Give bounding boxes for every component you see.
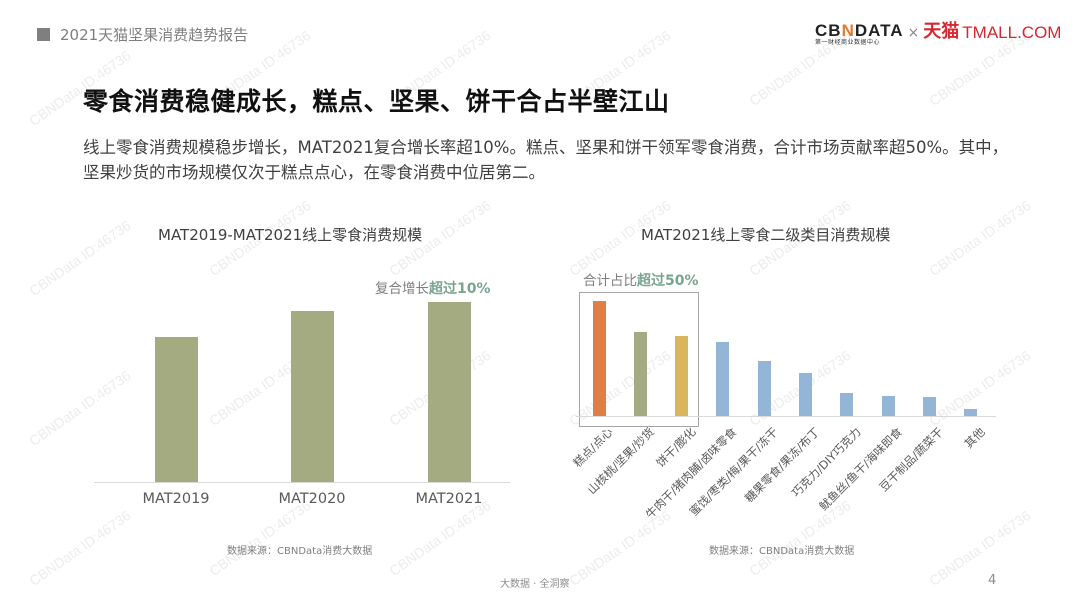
watermark-text: CBNData ID:46736 — [566, 507, 674, 589]
cbn-accent: N — [841, 21, 855, 40]
chart1-title: MAT2019-MAT2021线上零食消费规模 — [158, 226, 423, 244]
chart2-annotation: 合计占比超过50% — [583, 269, 699, 290]
chart2-title: MAT2021线上零食二级类目消费规模 — [641, 226, 891, 244]
chart2-bar — [716, 342, 730, 416]
watermark-text: CBNData ID:46736 — [26, 367, 134, 449]
brand-logo: CBNDATA 第一财经商业数据中心 × 天猫 TMALL.COM — [815, 22, 1061, 52]
watermark-text: CBNData ID:46736 — [746, 497, 854, 579]
chart2-bar — [964, 409, 978, 416]
page-title: 零食消费稳健成长，糕点、坚果、饼干合占半壁江山 — [83, 87, 670, 116]
chart2-source: 数据来源：CBNData消费大数据 — [709, 546, 855, 557]
watermark-text: CBNData ID:46736 — [26, 507, 134, 589]
page-number: 4 — [988, 573, 997, 588]
chart1-bar — [427, 302, 471, 482]
report-title: 2021天猫坚果消费趋势报告 — [60, 26, 249, 44]
chart1-x-label: MAT2021 — [415, 491, 483, 507]
cbn-suffix: DATA — [854, 21, 904, 40]
top3-highlight-box — [579, 292, 699, 427]
chart1-x-label: MAT2019 — [142, 491, 210, 507]
chart1-x-label: MAT2020 — [278, 491, 346, 507]
annotation-prefix: 复合增长 — [375, 281, 429, 297]
cbndata-subtitle: 第一财经商业数据中心 — [815, 39, 881, 46]
tmall-logo-en: TMALL.COM — [962, 23, 1062, 42]
chart2-bar — [881, 396, 895, 416]
watermark-text: CBNData ID:46736 — [206, 497, 314, 579]
watermark-text: CBNData ID:46736 — [926, 197, 1034, 279]
chart2-bar — [799, 373, 812, 416]
annotation-prefix: 合计占比 — [583, 273, 637, 289]
watermark-text: CBNData ID:46736 — [386, 497, 494, 579]
logo-separator: × — [907, 25, 920, 41]
chart1-annotation: 复合增长超过10% — [375, 277, 491, 298]
cbndata-logo: CBNDATA 第一财经商业数据中心 — [815, 22, 904, 47]
watermark-text: CBNData ID:46736 — [926, 507, 1034, 589]
watermark-text: CBNData ID:46736 — [26, 217, 134, 299]
chart1-source: 数据来源：CBNData消费大数据 — [227, 546, 373, 557]
chart2-bar — [757, 361, 771, 416]
annotation-highlight: 超过10% — [429, 281, 491, 297]
cbn-prefix: CB — [815, 21, 842, 40]
chart1-bar — [290, 311, 334, 482]
chart2-bar — [592, 301, 606, 416]
footer-tagline: 大数据 · 全洞察 — [500, 579, 570, 590]
chart1-x-axis — [94, 482, 510, 483]
tmall-logo-cn: 天猫 — [923, 21, 960, 42]
chart2-x-label: 其他 — [961, 424, 988, 451]
summary-paragraph: 线上零食消费规模稳步增长，MAT2021复合增长率超10%。糕点、坚果和饼干领军… — [83, 138, 1009, 182]
annotation-highlight: 超过50% — [637, 273, 699, 289]
chart2-bar — [675, 336, 689, 416]
header-square-icon — [37, 28, 50, 41]
chart2-bar — [922, 397, 936, 416]
chart2-x-axis — [576, 416, 996, 417]
chart2-bar — [633, 332, 647, 416]
chart1-bar — [154, 337, 198, 482]
chart2-bar — [840, 393, 854, 416]
